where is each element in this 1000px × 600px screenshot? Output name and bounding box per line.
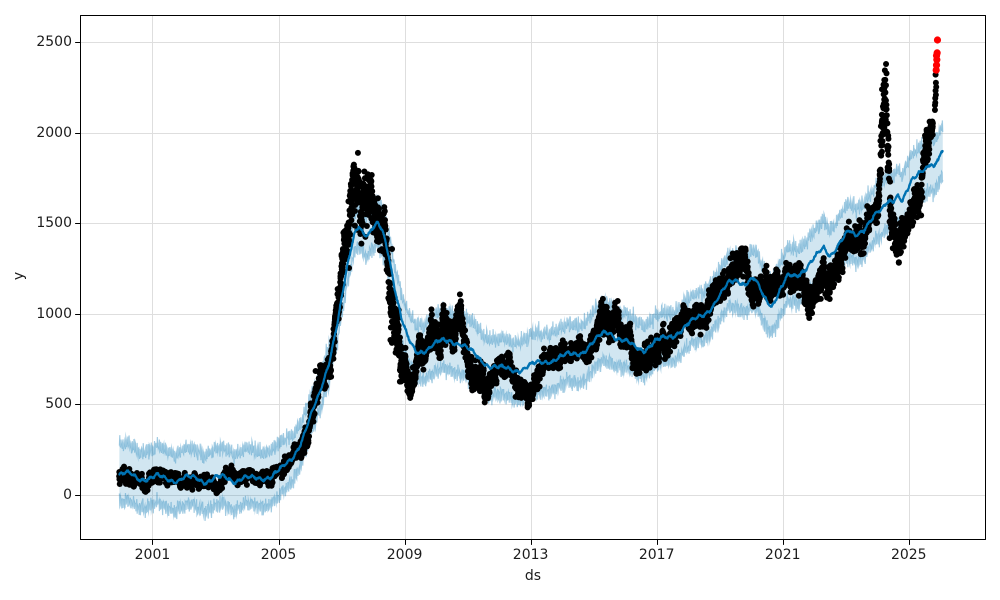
y-axis-title: y (11, 271, 27, 281)
y-tick-label: 0 (63, 487, 72, 504)
y-tick-label: 1000 (36, 305, 72, 322)
x-tick-label: 2005 (260, 547, 297, 563)
y-tick-label: 2000 (36, 124, 72, 141)
x-tick-label: 2013 (512, 547, 549, 563)
x-axis-title: ds (524, 568, 542, 584)
x-tick-label: 2017 (638, 547, 675, 563)
x-tick-label: 2025 (890, 547, 927, 563)
y-tick-label: 500 (45, 396, 72, 413)
x-tick-label: 2009 (386, 547, 423, 563)
x-tick-label: 2001 (134, 547, 171, 563)
y-tick-label: 2500 (36, 34, 72, 50)
x-tick-label: 2021 (764, 547, 801, 563)
y-tick-label: 1500 (36, 215, 72, 232)
